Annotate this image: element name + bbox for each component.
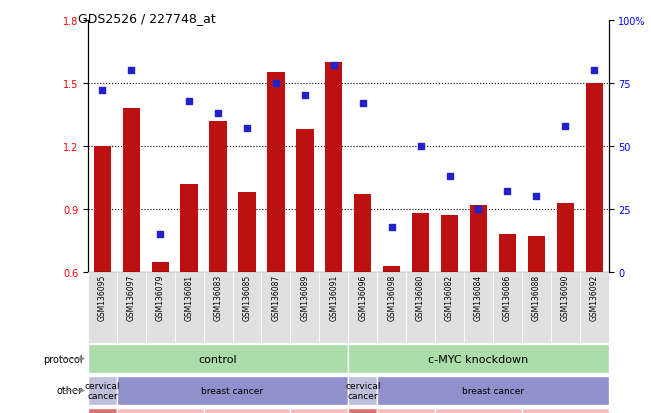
Bar	[232, 273, 262, 343]
Text: c-MYC knockdown: c-MYC knockdown	[428, 354, 529, 364]
Text: GSM136090: GSM136090	[561, 274, 570, 320]
Point	[126, 68, 137, 74]
Point	[502, 189, 512, 195]
Point	[387, 224, 397, 230]
Text: GSM136095: GSM136095	[98, 274, 107, 320]
Bar	[204, 273, 232, 343]
Text: GSM136082: GSM136082	[445, 274, 454, 320]
Bar	[383, 266, 400, 399]
Point	[473, 206, 484, 213]
Text: GSM136089: GSM136089	[300, 274, 309, 320]
Bar	[117, 408, 204, 413]
Bar	[406, 273, 435, 343]
Bar	[146, 273, 174, 343]
Text: breast cancer: breast cancer	[462, 386, 524, 395]
Point	[357, 100, 368, 107]
Point	[589, 68, 600, 74]
Text: GSM136096: GSM136096	[358, 274, 367, 320]
Bar	[152, 262, 169, 399]
Point	[271, 80, 281, 87]
Bar	[551, 273, 580, 343]
Bar	[499, 235, 516, 399]
Bar	[88, 273, 117, 343]
Bar	[238, 193, 256, 399]
Text: cervical
cancer: cervical cancer	[345, 381, 380, 400]
Bar	[528, 237, 545, 399]
Bar	[412, 214, 429, 399]
Bar	[88, 344, 348, 373]
Bar	[377, 376, 609, 405]
Bar	[88, 408, 117, 413]
Bar	[470, 205, 487, 399]
Point	[560, 123, 570, 130]
Bar	[94, 147, 111, 399]
Bar	[262, 273, 290, 343]
Bar	[122, 109, 140, 399]
Bar	[268, 73, 284, 399]
Bar	[117, 273, 146, 343]
Bar	[320, 273, 348, 343]
Text: GSM136087: GSM136087	[271, 274, 281, 320]
Bar	[325, 63, 342, 399]
Bar	[435, 273, 464, 343]
Point	[184, 98, 195, 104]
Point	[155, 231, 165, 238]
Text: GSM136097: GSM136097	[127, 274, 136, 320]
Bar	[290, 273, 320, 343]
Text: GSM136091: GSM136091	[329, 274, 339, 320]
Point	[97, 88, 107, 95]
Bar	[585, 83, 603, 399]
Bar	[180, 184, 198, 399]
Bar	[435, 408, 522, 413]
Text: GSM136081: GSM136081	[185, 274, 193, 320]
Point	[531, 194, 542, 200]
Text: GSM136084: GSM136084	[474, 274, 483, 320]
Bar	[377, 408, 435, 413]
Bar	[296, 130, 314, 399]
Bar	[88, 376, 117, 405]
Bar	[377, 273, 406, 343]
Bar	[348, 376, 377, 405]
Bar	[290, 408, 348, 413]
Bar	[354, 195, 372, 399]
Text: GSM136088: GSM136088	[532, 274, 541, 320]
Bar	[348, 408, 377, 413]
Text: GSM136098: GSM136098	[387, 274, 396, 320]
Bar	[210, 121, 227, 399]
Bar	[580, 273, 609, 343]
Point	[329, 63, 339, 69]
Text: GDS2526 / 227748_at: GDS2526 / 227748_at	[78, 12, 216, 25]
Bar	[348, 344, 609, 373]
Point	[445, 173, 455, 180]
Point	[242, 126, 252, 132]
Text: protocol: protocol	[43, 354, 83, 364]
Text: cervical
cancer: cervical cancer	[85, 381, 120, 400]
Bar	[557, 203, 574, 399]
Bar	[464, 273, 493, 343]
Bar	[522, 408, 609, 413]
Text: GSM136085: GSM136085	[243, 274, 251, 320]
Text: GSM136092: GSM136092	[590, 274, 599, 320]
Text: other: other	[57, 385, 83, 396]
Text: GSM136079: GSM136079	[156, 274, 165, 320]
Point	[213, 111, 223, 117]
Bar	[441, 216, 458, 399]
Bar	[204, 408, 290, 413]
Bar	[174, 273, 204, 343]
Text: GSM136080: GSM136080	[416, 274, 425, 320]
Bar	[117, 376, 348, 405]
Point	[415, 143, 426, 150]
Bar	[348, 273, 377, 343]
Point	[299, 93, 310, 100]
Text: control: control	[199, 354, 238, 364]
Bar	[522, 273, 551, 343]
Bar	[493, 273, 522, 343]
Text: breast cancer: breast cancer	[202, 386, 264, 395]
Text: GSM136083: GSM136083	[214, 274, 223, 320]
Text: GSM136086: GSM136086	[503, 274, 512, 320]
